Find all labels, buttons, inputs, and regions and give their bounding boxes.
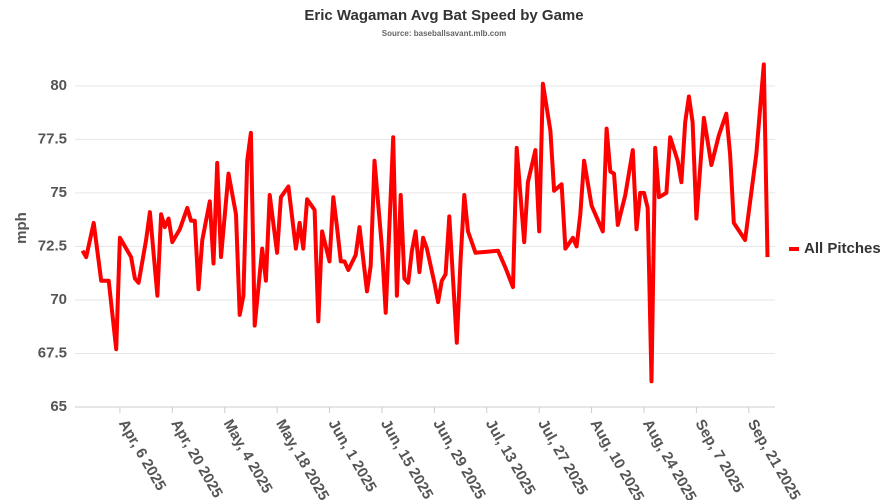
x-tick-label: Jun, 29 2025 [429, 416, 488, 500]
x-tick-label: Sep, 21 2025 [744, 416, 804, 500]
y-tick-label: 70 [50, 291, 67, 308]
x-tick-label: May, 18 2025 [272, 416, 332, 500]
y-tick-label: 80 [50, 77, 67, 94]
legend-label: All Pitches [804, 240, 881, 257]
y-axis-label: mph [13, 212, 30, 244]
x-tick-label: Aug, 10 2025 [587, 416, 648, 500]
x-tick-label: Jul, 13 2025 [482, 416, 539, 497]
y-tick-label: 65 [50, 398, 67, 415]
y-tick-label: 75 [50, 184, 67, 201]
x-tick-label: May, 4 2025 [220, 416, 276, 496]
x-tick-label: Jun, 1 2025 [325, 416, 380, 495]
x-tick-label: Jul, 27 2025 [534, 416, 591, 497]
y-tick-label: 72.5 [38, 237, 67, 254]
y-tick-label: 67.5 [38, 344, 67, 361]
y-tick-label: 77.5 [38, 130, 67, 147]
x-tick-label: Apr, 6 2025 [115, 416, 169, 493]
x-tick-label: Aug, 24 2025 [639, 416, 700, 500]
chart-title: Eric Wagaman Avg Bat Speed by Game [304, 7, 583, 24]
x-tick-label: Jun, 15 2025 [377, 416, 436, 500]
x-tick-label: Apr, 20 2025 [167, 416, 226, 500]
x-tick-label: Sep, 7 2025 [691, 416, 747, 495]
data-line [80, 62, 770, 384]
chart-subtitle: Source: baseballsavant.mlb.com [382, 29, 507, 38]
